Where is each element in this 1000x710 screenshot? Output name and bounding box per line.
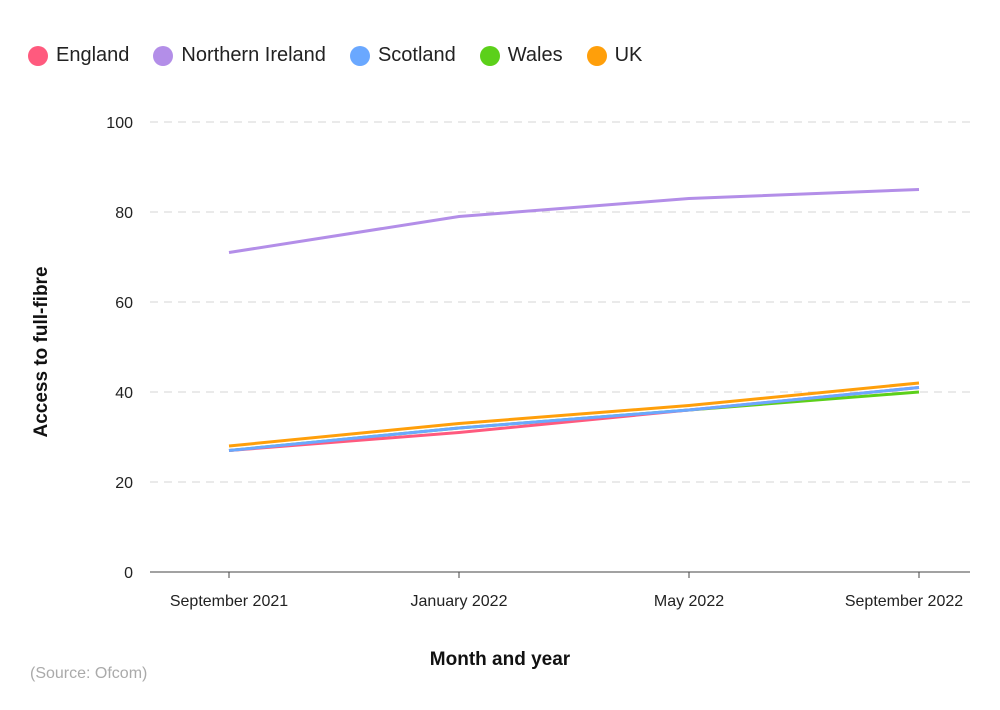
x-tick-label: September 2021 [170,593,288,610]
y-axis-title: Access to full-fibre [31,266,52,437]
legend-label: UK [614,44,643,66]
y-tick-label: 80 [115,205,133,222]
legend-label: Wales [507,44,563,66]
y-tick-label: 20 [115,475,133,492]
legend-item[interactable]: Wales [479,44,563,67]
y-tick-label: 100 [106,115,133,132]
legend-item[interactable]: Northern Ireland [153,44,326,67]
y-tick-label: 0 [124,565,133,582]
y-tick-label: 60 [115,295,133,312]
legend-label: Northern Ireland [181,44,326,66]
legend-item[interactable]: Scotland [349,44,456,67]
x-axis-title: Month and year [430,649,571,670]
series-line-northern-ireland [228,188,920,254]
legend-marker-icon [586,45,607,66]
legend-item[interactable]: UK [586,44,643,67]
series-line-scotland [228,386,920,452]
legend-marker-icon [153,45,174,66]
legend-item[interactable]: England [28,44,129,67]
legend-marker-icon [349,45,370,66]
series-line-uk [228,381,920,448]
x-tick-label: September 2022 [845,593,963,610]
legend-label: England [56,44,130,66]
legend-marker-icon [479,45,500,66]
legend: England Northern Ireland Scotland Wales UK [28,44,642,67]
legend-marker-icon [28,45,48,66]
x-tick-label: January 2022 [411,593,508,610]
y-tick-label: 40 [115,385,133,402]
x-tick-label: May 2022 [654,593,724,610]
legend-label: Scotland [377,44,456,66]
source-note: (Source: Ofcom) [30,665,148,682]
